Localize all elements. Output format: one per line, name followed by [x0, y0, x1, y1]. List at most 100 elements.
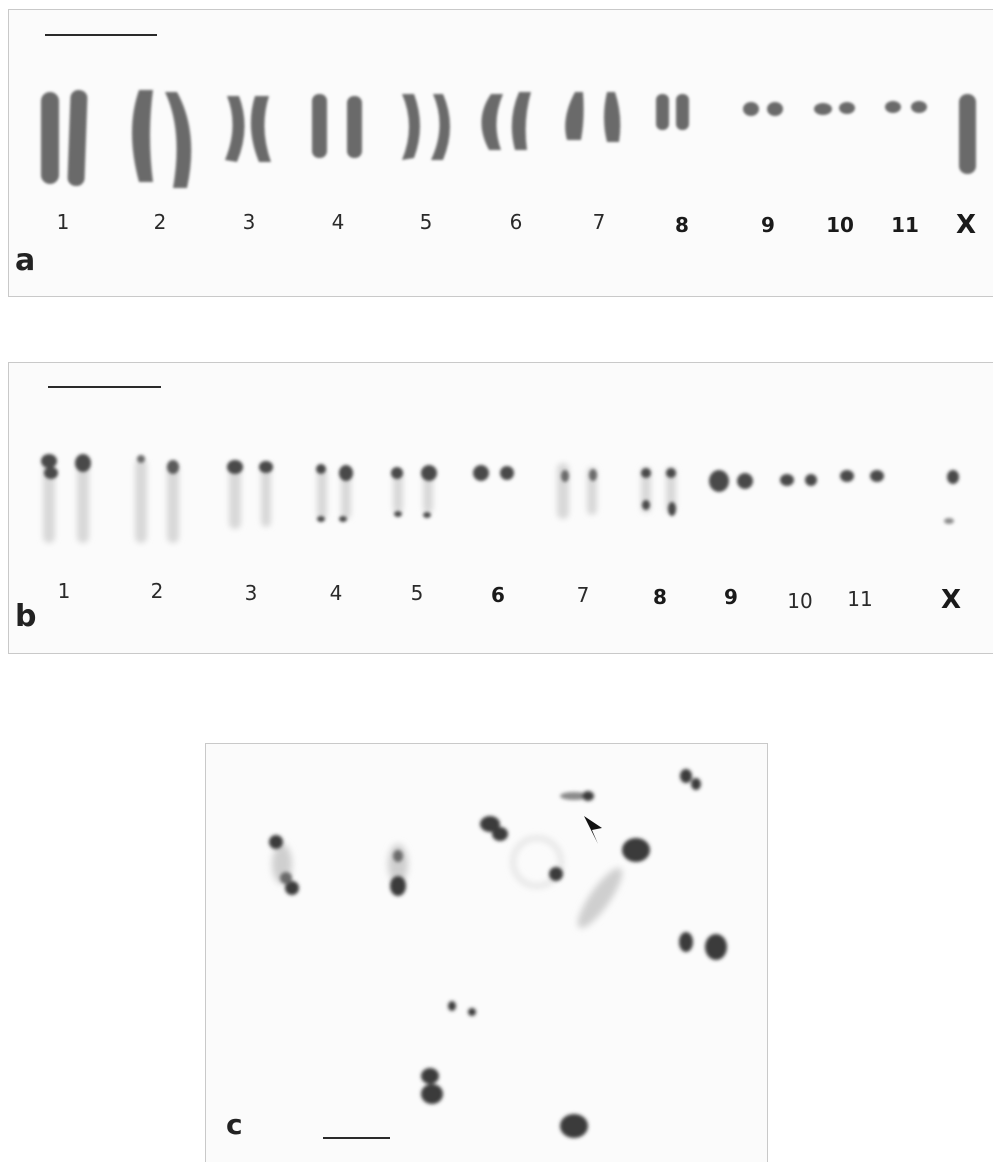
label-8: 8 [675, 213, 689, 237]
panel-b-karyotype: 1 2 3 4 5 6 7 8 9 10 11 X b [8, 362, 993, 654]
heterochromatin-5a-lower [394, 511, 402, 517]
bivalent-6b [468, 1008, 476, 1016]
heterochromatin-4b-lower [339, 516, 347, 522]
bivalent-2a [393, 850, 403, 862]
chromosome-8a [656, 94, 669, 130]
chromosome-3b [251, 96, 271, 162]
bivalent-7a [421, 1068, 439, 1084]
heterochromatin-x-lower [944, 518, 954, 524]
chromosome-10b [839, 102, 855, 114]
chromosome-x [959, 94, 976, 174]
label-5: 5 [420, 210, 433, 234]
label-x: X [941, 585, 961, 615]
bivalent-5a [679, 932, 693, 952]
label-2: 2 [151, 579, 164, 603]
heterochromatin-2b [167, 460, 179, 474]
chromosome-1a [41, 92, 59, 184]
label-11: 11 [847, 587, 872, 611]
chromosome-4a [312, 94, 327, 158]
label-1: 1 [58, 579, 71, 603]
chromosome-5b [431, 94, 450, 160]
label-10: 10 [826, 213, 854, 237]
label-3: 3 [245, 581, 258, 605]
bivalent-body-3 [571, 863, 629, 933]
heterochromatin-8b-lower [668, 502, 676, 516]
arrowhead-icon [584, 816, 602, 844]
chromosome-9a [743, 102, 759, 116]
heterochromatin-8a-lower [642, 500, 650, 510]
label-5: 5 [411, 581, 424, 605]
label-6: 6 [491, 583, 505, 607]
chromosome-2b [165, 92, 191, 188]
chromosome-10a [814, 103, 832, 115]
heterochromatin-10b [805, 474, 817, 486]
chromosome-body-1b [77, 461, 89, 543]
label-8: 8 [653, 585, 667, 609]
heterochromatin-11a [840, 470, 854, 482]
chromosome-7a [565, 92, 583, 140]
heterochromatin-9a [709, 470, 729, 492]
label-10: 10 [787, 589, 812, 613]
metaphase-c-figure [206, 744, 767, 1162]
label-2: 2 [154, 210, 167, 234]
heterochromatin-8a [641, 468, 651, 478]
bivalent-1a [269, 835, 283, 849]
heterochromatin-8b [666, 468, 676, 478]
bivalent-4b [691, 778, 701, 790]
chromosome-8b [676, 94, 689, 130]
panel-b-letter: b [15, 599, 36, 634]
scale-bar [323, 1137, 390, 1139]
label-7: 7 [593, 210, 606, 234]
chromosome-11b [911, 101, 927, 113]
karyotype-b-figure [9, 363, 993, 653]
label-9: 9 [761, 213, 775, 237]
label-1: 1 [57, 210, 70, 234]
panel-c-letter: c [226, 1108, 243, 1141]
chromosome-6a [481, 94, 503, 150]
bivalent-6a [448, 1001, 456, 1011]
panel-a-letter: a [15, 243, 35, 278]
label-7: 7 [577, 583, 590, 607]
bivalent-3b [492, 827, 508, 841]
heterochromatin-5b [421, 465, 437, 481]
heterochromatin-x [947, 470, 959, 484]
chromosome-11a [885, 101, 901, 113]
label-3: 3 [243, 210, 256, 234]
heterochromatin-5b-lower [423, 512, 431, 518]
heterochromatin-11b [870, 470, 884, 482]
heterochromatin-1a-a [41, 454, 57, 468]
panel-c-metaphase-plate: c [205, 743, 768, 1162]
bivalent-8c [560, 1114, 588, 1138]
chromosome-5a [402, 94, 420, 160]
chromosome-1b [67, 90, 87, 187]
chromosome-9b [767, 102, 783, 116]
heterochromatin-1b [75, 454, 91, 472]
label-4: 4 [332, 210, 345, 234]
label-9: 9 [724, 585, 738, 609]
bivalent-2b [390, 876, 406, 896]
heterochromatin-6b [500, 466, 514, 480]
chromosome-body-4a [317, 469, 327, 519]
univalent-x-dark [582, 791, 594, 801]
chromosome-2a [132, 90, 153, 182]
chromosome-7b [604, 92, 620, 142]
heterochromatin-4a [316, 464, 326, 474]
label-4: 4 [330, 581, 343, 605]
panel-a-karyotype: 1 2 3 4 5 6 7 8 9 10 11 X a [8, 9, 993, 297]
bivalent-4a [680, 769, 692, 783]
heterochromatin-7a [561, 470, 569, 482]
chromosome-3a [225, 96, 245, 162]
heterochromatin-3b [259, 461, 273, 473]
label-6: 6 [510, 210, 523, 234]
bivalent-7b [421, 1084, 443, 1104]
heterochromatin-5a [391, 467, 403, 479]
heterochromatin-9b [737, 473, 753, 489]
chromosome-6b [512, 92, 531, 150]
heterochromatin-6a [473, 465, 489, 481]
label-x: X [956, 210, 976, 240]
heterochromatin-2a [137, 455, 145, 463]
heterochromatin-7b [589, 469, 597, 481]
bivalent-8b [622, 838, 650, 862]
heterochromatin-1a-b [44, 467, 58, 479]
chromosome-body-2b [167, 463, 179, 543]
